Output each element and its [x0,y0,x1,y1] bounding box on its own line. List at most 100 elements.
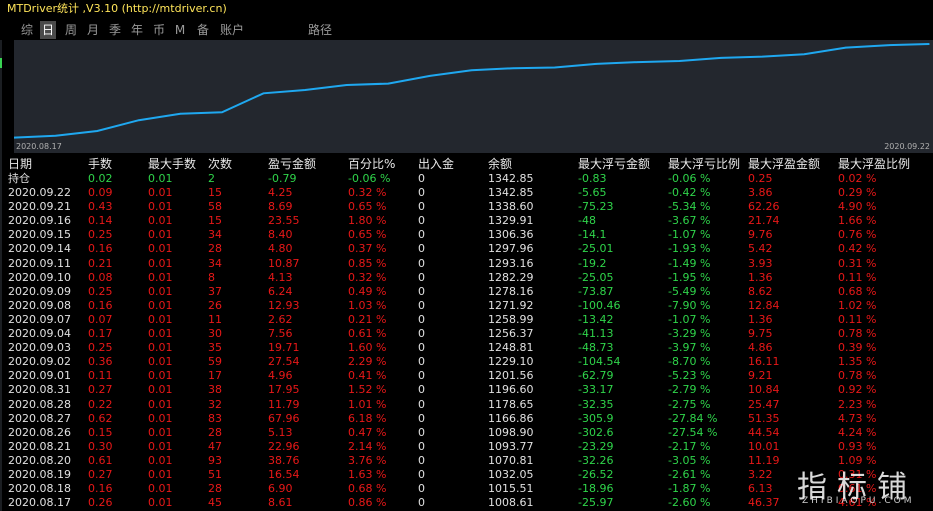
cell-col-10: 6.13 [748,482,773,496]
equity-point-7 [304,89,306,91]
cell-col-10: 3.93 [748,256,773,270]
cell-col-10: 3.22 [748,467,773,481]
cell-col-2: 0.01 [148,383,173,397]
cell-col-2: 0.01 [148,425,173,439]
toolbar-tab-7[interactable]: M [174,23,186,37]
cell-col-11: 0.68 % [838,284,877,298]
cell-col-2: 0.01 [148,496,173,510]
table-row: 2020.08.18 0.16 0.01 28 6.90 0.68 % 0 1015.51 -1… [8,482,933,496]
cell-col-4: 4.13 [268,270,293,284]
cell-col-7: 1070.81 [488,453,534,467]
cell-col-6: 0 [418,439,425,453]
cell-col-11: 1.02 % [838,298,877,312]
cell-col-4: 4.80 [268,242,293,256]
cell-col-2: 0.01 [148,270,173,284]
cell-col-11: 0.39 % [838,341,877,355]
cell-col-8: -33.17 [578,383,614,397]
cell-col-9: -27.84 % [668,411,718,425]
watermark-logo: 指标铺 ZHIBIAOPU.COM [797,462,933,511]
equity-point-2 [96,130,98,132]
cell-col-2: 0.01 [148,411,173,425]
table-row: 2020.09.01 0.11 0.01 17 4.96 0.41 % 0 1201.56 -6… [8,369,933,383]
toolbar-tab-2[interactable]: 周 [64,23,77,37]
cell-col-10: 1.36 [748,270,773,284]
toolbar-tab-4[interactable]: 季 [108,23,121,37]
table-header-row: 日期 手数 最大手数 次数 盈亏金额 百分比% 出入金 余额 最大浮亏金额 最大浮亏比例 最大浮盈金… [8,157,933,172]
cell-col-4: 11.79 [268,397,300,411]
cell-col-1: 0.36 [88,355,113,369]
cell-col-0: 2020.08.20 [8,453,71,467]
cell-col-6: 0 [418,242,425,256]
cell-col-0: 2020.09.09 [8,284,71,298]
cell-col-1: 0.08 [88,270,113,284]
cell-col-5: 0.21 % [348,312,387,326]
equity-point-13 [553,66,556,69]
cell-col-9: -27.54 % [668,425,718,439]
cell-col-8: -32.26 [578,453,614,467]
cell-col-2: 0.01 [148,242,173,256]
table-row: 2020.08.31 0.27 0.01 38 17.95 1.52 % 0 1196.60 -… [8,383,933,397]
cell-col-6: 0 [418,496,425,510]
cell-col-4: 5.13 [268,425,293,439]
cell-col-11: 1.35 % [838,355,877,369]
equity-point-5 [221,111,223,114]
cell-col-2: 0.01 [148,256,173,270]
cell-col-9: 最大浮亏比例 [668,157,741,171]
cell-col-6: 0 [418,298,425,312]
cell-col-5: 0.32 % [348,186,387,200]
cell-col-0: 2020.08.27 [8,411,71,425]
cell-col-0: 2020.08.31 [8,383,71,397]
cell-col-10: 46.37 [748,496,780,510]
cell-col-0: 2020.09.08 [8,298,71,312]
cell-col-11: 0.31 % [838,467,877,481]
cell-col-9: -5.34 % [668,200,711,214]
table-row: 2020.09.07 0.07 0.01 11 2.62 0.21 % 0 1258.99 -1… [8,313,933,327]
cell-col-8: -305.9 [578,411,614,425]
cell-col-1: 0.16 [88,242,113,256]
cell-col-8: -13.42 [578,312,614,326]
toolbar-tab-10[interactable]: 路径 [307,23,332,37]
cell-col-4: 8.40 [268,228,293,242]
toolbar-tab-0[interactable]: 综 [20,23,33,37]
equity-point-0 [14,136,15,139]
cell-col-7: 1229.10 [488,355,534,369]
cell-col-9: -0.42 % [668,186,711,200]
cell-col-11: 0.92 % [838,383,877,397]
toolbar-tab-5[interactable]: 年 [130,23,143,37]
cell-col-4: 19.71 [268,341,300,355]
cell-col-1: 0.25 [88,228,113,242]
cell-col-3: 37 [208,284,222,298]
cell-col-9: -1.07 % [668,228,711,242]
cell-col-2: 最大手数 [148,157,197,171]
toolbar-tab-6[interactable]: 币 [152,23,165,37]
toolbar-tab-9[interactable]: 账户 [219,23,244,37]
cell-col-0: 持仓 [8,172,30,185]
cell-col-11: 0.29 % [838,186,877,200]
left-edge-strip [0,40,2,511]
toolbar-tab-3[interactable]: 月 [86,23,99,37]
cell-col-11: 0.11 % [838,270,877,284]
equity-point-16 [678,60,681,62]
cell-col-1: 0.09 [88,186,113,200]
cell-col-5: 0.41 % [348,369,387,383]
cell-col-3: 58 [208,200,222,214]
cell-col-3: 93 [208,453,222,467]
cell-col-7: 余额 [488,157,513,171]
cell-col-5: 1.01 % [348,397,387,411]
cell-col-6: 0 [418,256,425,270]
cell-col-4: 8.69 [268,200,293,214]
cell-col-8: -14.1 [578,228,607,242]
cell-col-1: 0.17 [88,327,113,341]
cell-col-5: 0.86 % [348,496,387,510]
cell-col-10: 1.36 [748,312,773,326]
table-row: 2020.08.27 0.62 0.01 83 67.96 6.18 % 0 1166.86 -… [8,412,933,426]
cell-col-7: 1278.16 [488,284,534,298]
cell-col-7: 1201.56 [488,369,534,383]
cell-col-4: 12.93 [268,298,300,312]
toolbar-tab-8[interactable]: 备 [196,23,209,37]
cell-col-9: -1.07 % [668,312,711,326]
cell-col-2: 0.01 [148,482,173,496]
toolbar-tab-1[interactable]: 日 [40,21,56,39]
cell-col-7: 1032.05 [488,467,534,481]
cell-col-8: -41.13 [578,327,614,341]
